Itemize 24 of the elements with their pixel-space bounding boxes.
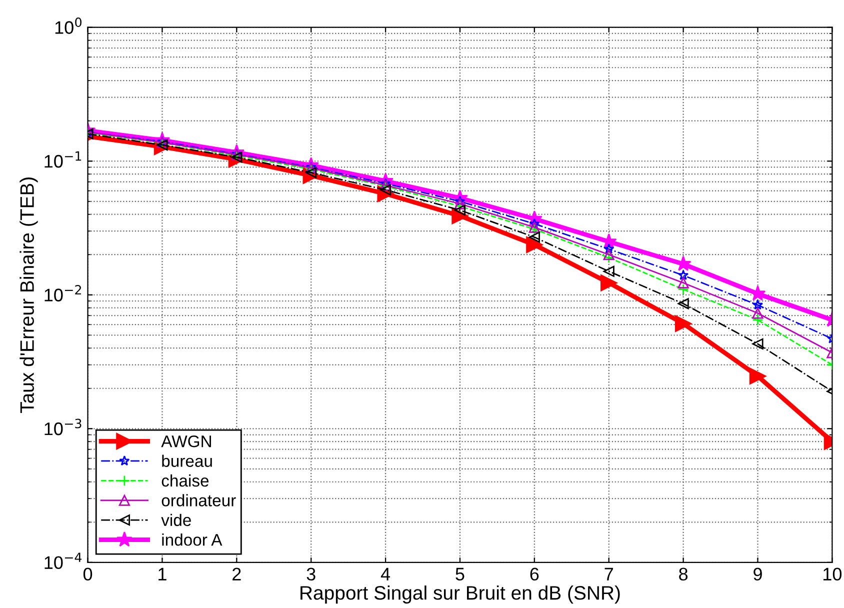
x-tick-label: 0 — [83, 568, 92, 581]
legend-label: indoor A — [162, 534, 222, 546]
x-tick-label: 2 — [232, 568, 241, 580]
legend-label: chaise — [162, 474, 209, 487]
x-tick-label: 5 — [456, 568, 464, 581]
x-tick-label: 7 — [604, 568, 613, 580]
y-tick-label: 10$^{−1}$ — [44, 151, 82, 168]
y-axis-title: Taux d'Erreur Binaire (TEB) — [20, 178, 38, 413]
legend-label: ordinateur — [162, 494, 236, 506]
legend-label: AWGN — [161, 435, 211, 448]
legend-label: vide — [161, 514, 191, 526]
legend-label: bureau — [162, 454, 212, 467]
x-tick-label: 8 — [679, 568, 688, 581]
y-tick-label: 10$^{−3}$ — [44, 418, 82, 436]
x-tick-label: 3 — [306, 568, 316, 581]
x-tick-label: 9 — [754, 568, 762, 581]
x-tick-label: 1 — [158, 568, 166, 580]
x-axis-title: Rapport Singal sur Bruit en dB (SNR) — [300, 585, 620, 604]
y-tick-label: 10$^{−2}$ — [44, 284, 81, 302]
x-tick-label: 10 — [824, 568, 842, 581]
y-tick-label: 10$^{−4}$ — [44, 552, 82, 569]
x-tick-label: 4 — [380, 568, 390, 580]
x-tick-label: 6 — [530, 568, 539, 581]
y-tick-label: 10$^{0}$ — [55, 17, 82, 34]
